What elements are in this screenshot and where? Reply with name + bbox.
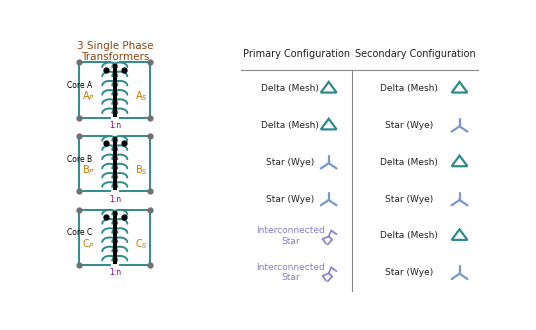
Text: 1:n: 1:n (109, 268, 121, 278)
Text: Interconnected
Star: Interconnected Star (256, 226, 325, 246)
Text: C$_P$: C$_P$ (81, 237, 94, 251)
Text: Delta (Mesh): Delta (Mesh) (262, 121, 319, 130)
Text: Core B: Core B (67, 155, 92, 164)
Text: Core C: Core C (67, 228, 92, 237)
Text: Star (Wye): Star (Wye) (266, 158, 315, 167)
Text: A$_P$: A$_P$ (81, 89, 94, 103)
Text: 1:n: 1:n (109, 121, 121, 130)
Text: Delta (Mesh): Delta (Mesh) (379, 231, 437, 240)
Text: Secondary Configuration: Secondary Configuration (354, 49, 475, 59)
Text: Interconnected
Star: Interconnected Star (256, 263, 325, 282)
Text: B$_S$: B$_S$ (135, 163, 148, 177)
Text: Star (Wye): Star (Wye) (384, 121, 433, 130)
Text: Delta (Mesh): Delta (Mesh) (262, 84, 319, 93)
Text: C$_S$: C$_S$ (135, 237, 148, 251)
Text: 1:n: 1:n (109, 195, 121, 204)
Text: B$_P$: B$_P$ (81, 163, 94, 177)
Text: Core A: Core A (67, 81, 92, 90)
Text: 3 Single Phase
Transformers: 3 Single Phase Transformers (77, 41, 153, 62)
Text: Star (Wye): Star (Wye) (384, 268, 433, 277)
Text: Star (Wye): Star (Wye) (266, 195, 315, 204)
Text: Delta (Mesh): Delta (Mesh) (379, 158, 437, 167)
Text: Primary Configuration: Primary Configuration (243, 49, 350, 59)
Text: Star (Wye): Star (Wye) (384, 195, 433, 204)
Text: A$_S$: A$_S$ (135, 89, 148, 103)
Text: Delta (Mesh): Delta (Mesh) (379, 84, 437, 93)
